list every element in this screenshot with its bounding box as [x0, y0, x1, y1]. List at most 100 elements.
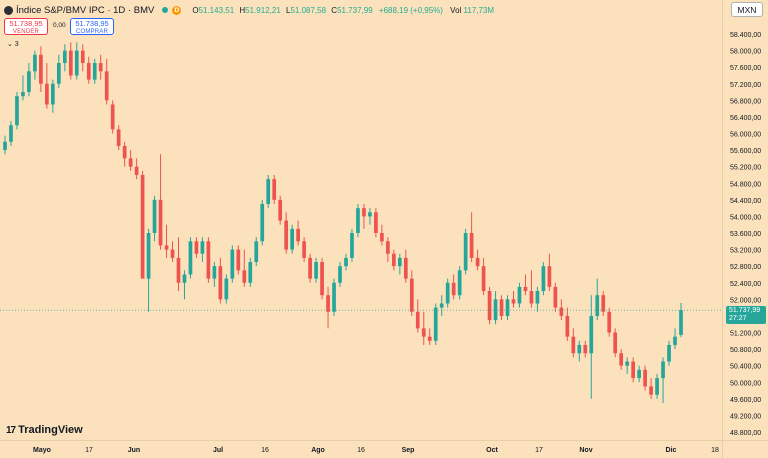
candle-body — [122, 145, 127, 159]
volume-value: 117,73M — [463, 5, 495, 15]
candle-body — [386, 241, 390, 254]
candle-body — [3, 141, 7, 151]
x-tick-label: Ago — [311, 447, 325, 454]
candle-body — [314, 262, 318, 279]
candle-body — [51, 83, 55, 105]
candle-body — [15, 96, 19, 126]
candle-body — [577, 344, 582, 354]
last-price-value: 51.737,99 — [729, 307, 761, 314]
candle-body — [583, 344, 588, 354]
candle-body — [463, 233, 468, 271]
ohlc-low-value: 51.087,58 — [290, 5, 327, 15]
x-tick-label: Mayo — [33, 447, 51, 454]
candle-body — [158, 199, 163, 246]
y-tick-label: 48.800,00 — [730, 430, 761, 437]
y-tick-label: 52.800,00 — [730, 264, 761, 271]
currency-selector[interactable]: MXN — [731, 2, 763, 17]
candle-body — [637, 369, 641, 379]
candle-body — [344, 257, 348, 267]
candle-body — [547, 266, 552, 287]
candle-body — [218, 266, 223, 300]
candle-body — [553, 286, 558, 308]
candle-body — [39, 54, 43, 84]
candle-body — [655, 378, 659, 395]
candle-body — [613, 332, 618, 354]
candle-body — [272, 179, 277, 200]
candle-body — [451, 282, 456, 296]
candle-body — [152, 199, 157, 233]
volume-label: Vol — [450, 5, 462, 15]
y-tick-label: 53.200,00 — [730, 248, 761, 255]
ohlc-high-label: H — [239, 5, 246, 15]
y-tick-label: 51.200,00 — [730, 331, 761, 338]
y-tick-label: 56.800,00 — [730, 98, 761, 105]
x-tick-label: 16 — [261, 447, 269, 454]
y-tick-label: 54.800,00 — [730, 181, 761, 188]
candle-body — [45, 83, 49, 105]
candle-body — [116, 129, 121, 146]
candle-body — [505, 299, 510, 316]
candle-body — [284, 220, 289, 250]
candle-body — [595, 295, 600, 316]
candle-body — [68, 50, 73, 76]
buy-button[interactable]: 51.738,95 COMPRAR — [70, 18, 114, 35]
candle-body — [403, 257, 408, 279]
candle-body — [326, 295, 330, 312]
candle-body — [170, 249, 175, 258]
candle-body — [236, 249, 241, 271]
candle-body — [320, 262, 324, 296]
tradingview-logo-icon: 17 — [6, 424, 16, 436]
sell-button[interactable]: 51.738,95 VENDER — [4, 18, 48, 35]
symbol-title[interactable]: Índice S&P/BMV IPC · 1D · BMV — [16, 4, 155, 16]
candle-body — [74, 50, 79, 76]
indicators-toggle[interactable]: ⌄ 3 — [7, 41, 19, 48]
candle-body — [278, 199, 283, 221]
tradingview-logo[interactable]: 17 TradingView — [6, 424, 83, 436]
x-tick-label: Oct — [486, 447, 498, 454]
candle-body — [80, 50, 85, 64]
y-tick-label: 49.200,00 — [730, 413, 761, 420]
candle-body — [475, 257, 480, 267]
buy-label: COMPRAR — [75, 29, 109, 35]
candle-body — [350, 233, 354, 258]
candle-body — [445, 282, 450, 304]
y-tick-label: 58.000,00 — [730, 49, 761, 56]
candle-body — [481, 266, 486, 292]
candle-body — [667, 344, 671, 362]
candle-body — [296, 228, 300, 242]
candle-body — [9, 125, 13, 142]
candle-body — [625, 361, 630, 366]
candle-body — [308, 257, 312, 279]
y-tick-label: 54.400,00 — [730, 198, 761, 205]
candle-body — [487, 291, 492, 321]
candle-body — [457, 270, 462, 296]
candle-body — [182, 274, 187, 283]
y-tick-label: 55.600,00 — [730, 148, 761, 155]
candle-body — [230, 249, 235, 279]
ohlc-high-value: 51.912,21 — [245, 5, 281, 15]
candle-body — [62, 50, 67, 64]
candle-body — [86, 63, 91, 80]
candle-body — [33, 54, 37, 72]
candle-body — [409, 278, 414, 312]
candle-body — [254, 241, 259, 263]
y-tick-label: 56.400,00 — [730, 115, 761, 122]
candle-body — [302, 241, 306, 258]
candle-body — [368, 212, 372, 217]
candle-body — [374, 212, 378, 233]
candle-body — [128, 158, 133, 167]
candle-body — [200, 241, 205, 254]
candle-body — [164, 245, 169, 250]
candle-body — [176, 257, 181, 283]
candle-body — [673, 336, 677, 345]
y-tick-label: 52.000,00 — [730, 297, 761, 304]
candle-body — [290, 228, 295, 250]
ohlc-close-label: C — [331, 5, 338, 15]
candle-body — [98, 63, 103, 72]
candle-body — [110, 104, 115, 130]
candle-body — [619, 353, 624, 366]
y-tick-label: 57.200,00 — [730, 82, 761, 89]
candle-body — [433, 307, 438, 341]
buy-price: 51.738,95 — [75, 19, 109, 28]
